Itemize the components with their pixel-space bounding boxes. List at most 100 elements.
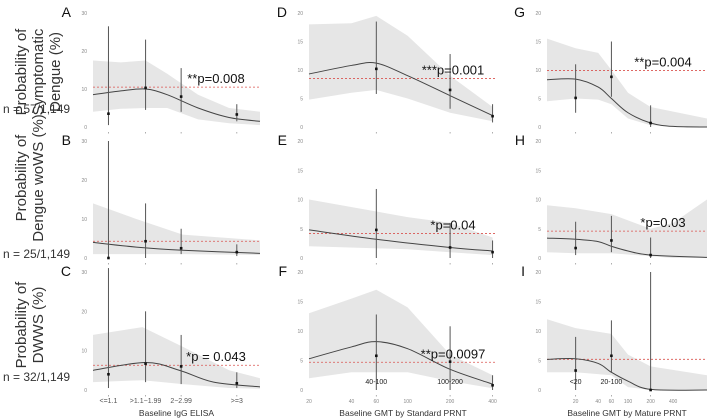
p-value-label: *p=0.03: [640, 215, 685, 230]
panel-letter: B: [62, 132, 71, 148]
x-tick-label: >=3: [231, 398, 243, 405]
p-value-label: *p = 0.043: [186, 349, 246, 364]
fitted-curve: [92, 241, 261, 254]
y-tick-label: 5: [538, 227, 541, 233]
y-tick-label: 30: [81, 139, 87, 145]
row-label-1: Probability of Symptomatic Dengue (%) n …: [3, 28, 70, 116]
data-point: [491, 114, 494, 118]
y-tick-label: 10: [535, 198, 541, 204]
y-tick-label: 0: [300, 256, 303, 262]
row-label-2: Probability of Dengue woWS (%) n = 25/1,…: [3, 114, 70, 261]
data-point: [375, 354, 378, 358]
fitted-curve: [92, 361, 261, 388]
data-point: [610, 75, 613, 79]
panel-letter: F: [278, 263, 287, 279]
data-point: [107, 112, 110, 115]
y-tick-label: 5: [300, 97, 303, 103]
confidence-band: [547, 38, 707, 127]
x-tick-label: 60: [609, 399, 615, 405]
y-tick-label: 15: [297, 300, 303, 306]
panel-F: 0 5 10 15 20 F **p=0.0097 40-100 100-200 20 40 60 10…: [278, 263, 497, 418]
x-tick-label: 200: [446, 399, 455, 405]
panel-G: 0 5 10 15 20 G **p=0.004: [514, 4, 708, 134]
data-point: [610, 354, 613, 358]
svg-text:Probability of: Probability of: [13, 281, 30, 369]
y-tick-label: 15: [535, 300, 541, 306]
data-point: [448, 360, 452, 363]
row-label-3: Probability of DWWS (%) n = 32/1,149: [3, 281, 70, 384]
data-point: [448, 246, 452, 249]
svg-text:Dengue woWS (%): Dengue woWS (%): [30, 114, 47, 242]
svg-text:n = 57/1,149: n = 57/1,149: [3, 102, 70, 116]
panel-A: 0 10 20 30 A **p=0.008: [62, 4, 261, 134]
y-tick-label: 20: [535, 270, 541, 276]
x-tick-label: >1.1−1.99: [130, 398, 162, 405]
panel-I: 0 5 10 15 20 I <20 20-100 20 40 60 100 200 400 Baselin…: [521, 263, 708, 418]
y-tick-label: 5: [538, 359, 541, 365]
y-tick-label: 10: [81, 349, 87, 355]
data-point: [649, 253, 652, 257]
panel-letter: I: [521, 263, 525, 279]
y-tick-label: 0: [84, 256, 87, 262]
confidence-band: [93, 327, 260, 389]
y-tick-label: 20: [297, 139, 303, 145]
panel-letter: H: [515, 132, 525, 148]
confidence-band: [309, 199, 493, 256]
x-tick-label: 400: [488, 399, 497, 405]
x-tick-label: 20: [306, 399, 312, 405]
confidence-band: [547, 319, 707, 390]
data-point: [107, 372, 110, 376]
fitted-curve: [546, 78, 708, 128]
x-tick-label: 100: [624, 399, 633, 405]
svg-text:Dengue (%): Dengue (%): [47, 32, 64, 112]
y-tick-label: 10: [297, 329, 303, 335]
p-value-label: **p=0.004: [634, 55, 691, 70]
panel-B: 0 10 20 30 B: [62, 132, 261, 265]
y-tick-label: 15: [297, 40, 303, 46]
y-tick-label: 0: [84, 125, 87, 131]
x-tick-label: 400: [669, 399, 678, 405]
data-point: [235, 113, 239, 116]
y-tick-label: 20: [535, 11, 541, 17]
x-tick-label: 40: [595, 399, 601, 405]
y-tick-label: 30: [81, 270, 87, 276]
panel-letter: G: [514, 4, 525, 20]
y-tick-label: 20: [81, 309, 87, 315]
data-point: [179, 246, 183, 250]
confidence-band: [93, 60, 260, 126]
data-point: [144, 239, 147, 243]
y-tick-label: 20: [81, 49, 87, 55]
panel-letter: A: [62, 4, 72, 20]
panel-letter: D: [277, 4, 287, 20]
data-point: [235, 250, 239, 254]
x-tick-label: 60: [374, 399, 380, 405]
category-label: <20: [570, 379, 582, 386]
y-tick-label: 0: [84, 388, 87, 394]
fitted-curve: [92, 88, 261, 122]
y-tick-label: 5: [300, 227, 303, 233]
y-tick-label: 10: [81, 87, 87, 93]
confidence-band: [547, 199, 707, 258]
data-point: [574, 96, 577, 100]
data-point: [235, 382, 239, 385]
data-point: [375, 228, 378, 232]
y-tick-label: 15: [535, 168, 541, 174]
category-label: 40-100: [365, 379, 387, 386]
x-tick-label: 40: [349, 399, 355, 405]
y-tick-label: 0: [538, 125, 541, 131]
p-value-label: ***p=0.001: [422, 63, 485, 78]
panel-D: 0 5 10 15 20 D ***p=0.001: [277, 4, 497, 134]
panel-C: 0 10 20 30 C *p = 0.043 <=1.1 >1.1−1.99 2−2.99 >=…: [61, 263, 261, 418]
y-tick-label: 20: [297, 270, 303, 276]
data-point: [144, 86, 147, 90]
x-tick-label: 100: [403, 399, 412, 405]
y-tick-label: 10: [535, 329, 541, 335]
data-point: [574, 369, 577, 372]
data-point: [179, 95, 183, 98]
y-tick-label: 0: [300, 388, 303, 394]
x-tick-label: 200: [646, 399, 655, 405]
y-tick-label: 20: [81, 178, 87, 184]
data-point: [574, 246, 577, 250]
y-tick-label: 20: [297, 11, 303, 17]
